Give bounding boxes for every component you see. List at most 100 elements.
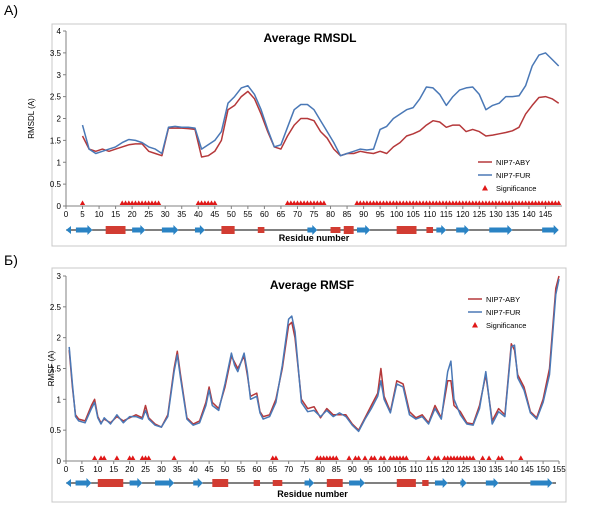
significance-marker (146, 200, 152, 205)
significance-marker (361, 200, 367, 205)
x-tick-label: 140 (522, 210, 536, 219)
significance-marker (79, 200, 86, 205)
legend-label: NIP7-FUR (486, 308, 521, 317)
ss-start-arrow (66, 226, 71, 234)
significance-marker (291, 200, 297, 205)
ss-strand-arrow (307, 225, 318, 235)
x-tick-label: 150 (536, 465, 550, 474)
x-tick-label: 80 (316, 465, 325, 474)
ss-strand-arrow (356, 225, 371, 235)
y-tick-label: 4 (57, 27, 62, 36)
legend-swatch-significance (482, 185, 488, 191)
x-tick-label: 70 (284, 465, 293, 474)
x-tick-label: 130 (473, 465, 487, 474)
x-tick-label: 60 (260, 210, 269, 219)
y-tick-label: 0 (57, 202, 62, 211)
ss-strand-arrow (530, 478, 553, 488)
x-tick-label: 145 (521, 465, 535, 474)
ss-helix-short (426, 227, 434, 233)
significance-marker (198, 200, 205, 205)
x-tick-label: 25 (144, 210, 153, 219)
significance-marker (516, 200, 522, 205)
legend-label: Significance (496, 184, 536, 193)
ss-helix (97, 479, 124, 487)
significance-marker (456, 200, 463, 205)
ss-helix-short (272, 480, 283, 486)
significance-marker (377, 200, 383, 205)
significance-marker (556, 200, 562, 205)
x-tick-label: 40 (189, 465, 198, 474)
significance-marker (486, 200, 492, 205)
significance-marker (202, 200, 208, 205)
ss-helix-short (330, 227, 341, 233)
significance-marker (435, 455, 441, 460)
x-tick-label: 120 (456, 210, 470, 219)
significance-marker (122, 200, 129, 205)
significance-marker (371, 455, 378, 460)
significance-marker (486, 455, 492, 460)
significance-marker (430, 200, 436, 205)
significance-marker (443, 200, 449, 205)
x-tick-label: 45 (205, 465, 214, 474)
y-tick-label: 0.5 (50, 180, 62, 189)
x-tick-label: 110 (423, 210, 436, 219)
significance-marker (136, 200, 142, 205)
x-tick-label: 135 (506, 210, 520, 219)
legend-label: NIP7-ABY (486, 295, 520, 304)
legend-label: NIP7-FUR (496, 171, 531, 180)
x-tick-label: 80 (326, 210, 335, 219)
significance-marker (450, 200, 456, 205)
significance-marker (466, 200, 473, 205)
significance-marker (126, 200, 132, 205)
significance-marker (314, 200, 320, 205)
significance-marker (146, 455, 152, 460)
significance-marker (476, 200, 482, 205)
ss-helix (212, 479, 229, 487)
ss-helix (343, 226, 354, 234)
x-tick-label: 75 (300, 465, 309, 474)
significance-marker (425, 455, 432, 460)
x-tick-label: 0 (64, 210, 69, 219)
ss-helix (396, 226, 417, 234)
significance-marker (503, 200, 509, 205)
x-tick-label: 115 (440, 210, 453, 219)
ss-strand-arrow (434, 478, 448, 488)
significance-marker (427, 200, 433, 205)
ss-strand-arrow (456, 225, 470, 235)
significance-marker (407, 200, 413, 205)
x-tick-label: 90 (359, 210, 368, 219)
ss-strand-arrow (75, 478, 92, 488)
chart-title: Average RMSF (270, 278, 354, 292)
y-axis-label: RMSDL (A) (27, 98, 36, 139)
x-tick-label: 25 (141, 465, 150, 474)
significance-marker (489, 200, 496, 205)
y-tick-label: 2.5 (50, 93, 62, 102)
x-tick-label: 10 (95, 210, 104, 219)
x-tick-label: 135 (489, 465, 503, 474)
y-tick-label: 1.5 (50, 136, 62, 145)
significance-marker (301, 200, 307, 205)
chart-title: Average RMSDL (264, 31, 357, 45)
significance-marker (423, 200, 430, 205)
ss-strand-arrow (129, 478, 143, 488)
series-line-nip7-fur (81, 52, 560, 157)
significance-marker (513, 200, 519, 205)
significance-marker (473, 200, 479, 205)
significance-marker (92, 455, 98, 460)
significance-marker (499, 455, 505, 460)
significance-marker (114, 455, 120, 460)
x-tick-label: 130 (489, 210, 503, 219)
chart-frame (51, 267, 567, 503)
significance-marker (205, 200, 211, 205)
significance-marker (356, 455, 362, 460)
ss-start-arrow (66, 479, 71, 487)
significance-marker (523, 200, 529, 205)
significance-marker (195, 200, 201, 205)
ss-strand-arrow (460, 478, 467, 488)
ss-helix (105, 226, 126, 234)
ss-strand-arrow (349, 478, 365, 488)
x-tick-label: 85 (332, 465, 341, 474)
x-tick-label: 110 (409, 465, 422, 474)
significance-marker (470, 200, 476, 205)
significance-marker (384, 200, 390, 205)
